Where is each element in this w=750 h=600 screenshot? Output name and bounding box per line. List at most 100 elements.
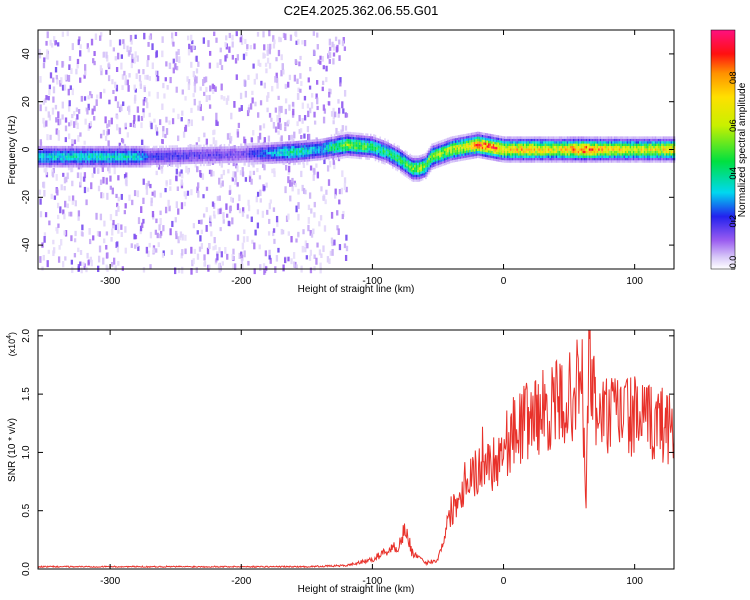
ridge-cell (580, 155, 583, 158)
ridge-cell (462, 141, 465, 144)
ridge-cell (525, 153, 528, 156)
ridge-cell (107, 148, 109, 151)
spectral-cell (316, 105, 319, 111)
ridge-cell (248, 147, 251, 151)
spectral-cell (266, 209, 269, 215)
spectral-cell (209, 85, 212, 92)
ridge-cell (102, 153, 105, 156)
spectral-cell (234, 171, 237, 178)
ridge-cell (124, 157, 127, 161)
ridge-cell (552, 138, 555, 142)
ridge-cell (135, 148, 138, 151)
ridge-cell (417, 165, 419, 168)
spectral-cell (82, 261, 85, 266)
ridge-cell (261, 147, 263, 150)
ridge-cell (329, 153, 331, 157)
ridge-cell (573, 155, 575, 158)
spectral-cell (190, 45, 193, 53)
ridge-cell (240, 157, 243, 161)
ridge-cell (387, 144, 389, 148)
ridge-cell (135, 162, 138, 166)
spectral-cell (325, 77, 328, 83)
ridge-cell (571, 136, 573, 139)
ridge-cell (371, 136, 374, 139)
spectral-cell (287, 231, 290, 236)
spectral-cell (73, 139, 77, 145)
ridge-cell (122, 157, 125, 161)
ridge-cell (149, 157, 152, 161)
ridge-cell (53, 165, 56, 168)
spectral-cell (262, 31, 265, 38)
spectral-cell (45, 120, 48, 127)
spectral-cell (196, 230, 199, 235)
ridge-cell (612, 145, 614, 149)
ridge-cell (218, 146, 221, 149)
ridge-cell (327, 156, 330, 159)
ridge-cell (577, 157, 580, 161)
ridge-cell (333, 148, 336, 151)
ridge-cell (211, 144, 213, 147)
ridge-cell (229, 155, 232, 159)
ridge-cell (60, 160, 62, 163)
ridge-cell (601, 153, 603, 156)
ridge-cell (414, 155, 416, 158)
spectral-cell (131, 58, 134, 64)
ridge-cell (497, 137, 499, 141)
ridge-cell (174, 145, 177, 148)
ridge-cell (539, 157, 542, 161)
ridge-cell (521, 150, 523, 154)
ridge-cell (547, 150, 550, 154)
spectral-cell (275, 215, 279, 223)
ridge-cell (618, 136, 621, 139)
ridge-cell (593, 138, 595, 142)
ridge-cell (513, 150, 515, 154)
ridge-cell (261, 161, 263, 165)
ridge-cell (447, 154, 449, 158)
ridge-cell (421, 161, 424, 164)
ridge-cell (546, 153, 548, 156)
ridge-cell (628, 148, 630, 151)
ridge-cell (100, 165, 103, 168)
ridge-cell (277, 149, 279, 152)
spectral-cell (213, 237, 216, 244)
ridge-cell (160, 162, 163, 165)
ridge-cell (414, 174, 416, 178)
ridge-cell (313, 153, 315, 157)
ridge-cell (403, 156, 405, 159)
spectral-cell (42, 117, 45, 124)
ridge-cell (521, 153, 523, 156)
ridge-cell (185, 152, 188, 155)
ridge-cell (404, 174, 407, 177)
ridge-cell (524, 150, 526, 154)
ridge-cell (200, 151, 202, 155)
ridge-cell (148, 157, 150, 161)
ridge-cell (628, 150, 630, 154)
ridge-cell (100, 148, 103, 151)
ridge-cell (275, 158, 278, 162)
ridge-cell (599, 153, 602, 156)
spectral-cell (205, 138, 208, 146)
spectral-cell (284, 122, 287, 127)
ridge-cell (156, 164, 158, 168)
ridge-cell (475, 155, 477, 159)
ridge-cell (560, 141, 562, 144)
ridge-cell (604, 157, 606, 161)
ridge-cell (83, 145, 86, 149)
ridge-cell (565, 155, 567, 158)
spectral-cell (327, 179, 331, 186)
spectral-cell (180, 252, 183, 259)
ridge-cell (53, 160, 56, 163)
spectral-cell (176, 186, 180, 191)
ridge-cell (42, 145, 45, 149)
ridge-cell (58, 148, 60, 151)
ridge-cell (195, 156, 197, 160)
ridge-cell (510, 141, 512, 144)
spectral-cell (259, 189, 262, 197)
ridge-cell (499, 137, 501, 141)
spectral-cell (244, 177, 248, 182)
ridge-cell (203, 156, 205, 159)
ridge-cell (50, 165, 53, 168)
ridge-cell (623, 136, 625, 139)
ridge-cell (100, 153, 103, 156)
ridge-cell (344, 153, 347, 156)
